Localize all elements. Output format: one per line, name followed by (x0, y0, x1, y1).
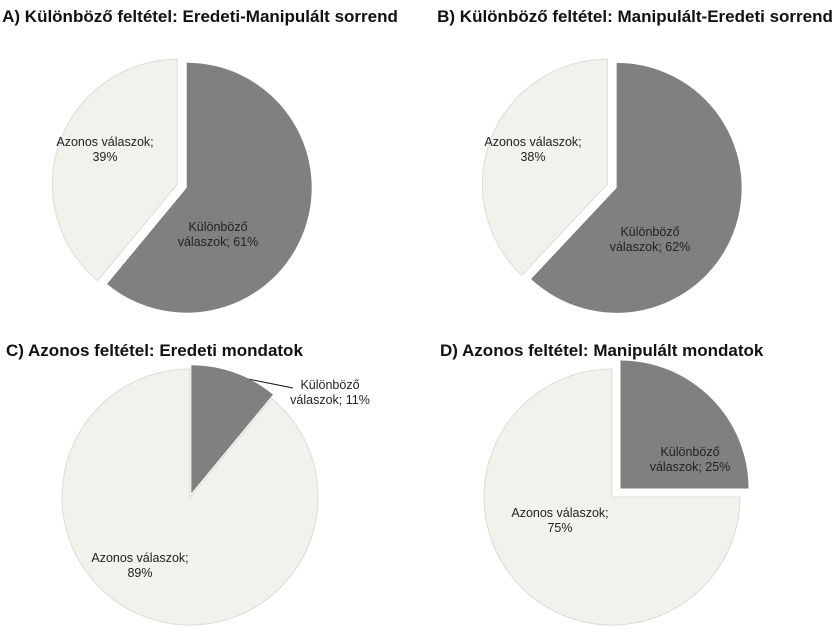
data-label: Azonos válaszok; 75% (511, 506, 609, 535)
data-label: Különböző válaszok; 62% (609, 225, 691, 254)
pie-slice (483, 368, 741, 626)
pie-slice (61, 368, 319, 626)
pie-slice (51, 58, 178, 282)
pie-slice (620, 360, 749, 489)
pie-slice (107, 62, 312, 313)
chart-title: D) Azonos feltétel: Manipulált mondatok (440, 341, 764, 360)
data-label: Különböző válaszok; 61% (177, 220, 259, 249)
data-label: Azonos válaszok; 39% (56, 135, 154, 164)
pie-slice (191, 365, 273, 494)
pie-slice (531, 62, 742, 313)
data-label: Azonos válaszok; 89% (91, 551, 189, 580)
data-label: Azonos válaszok; 38% (484, 135, 582, 164)
data-label: Különböző válaszok; 25% (649, 445, 731, 474)
chart-title: C) Azonos feltétel: Eredeti mondatok (6, 341, 303, 360)
chart-title: B) Különböző feltétel: Manipulált-Eredet… (437, 7, 833, 26)
pie-slice (481, 58, 608, 276)
data-label: Különböző válaszok; 11% (290, 378, 370, 407)
chart-title: A) Különböző feltétel: Eredeti-Manipulál… (2, 7, 398, 26)
